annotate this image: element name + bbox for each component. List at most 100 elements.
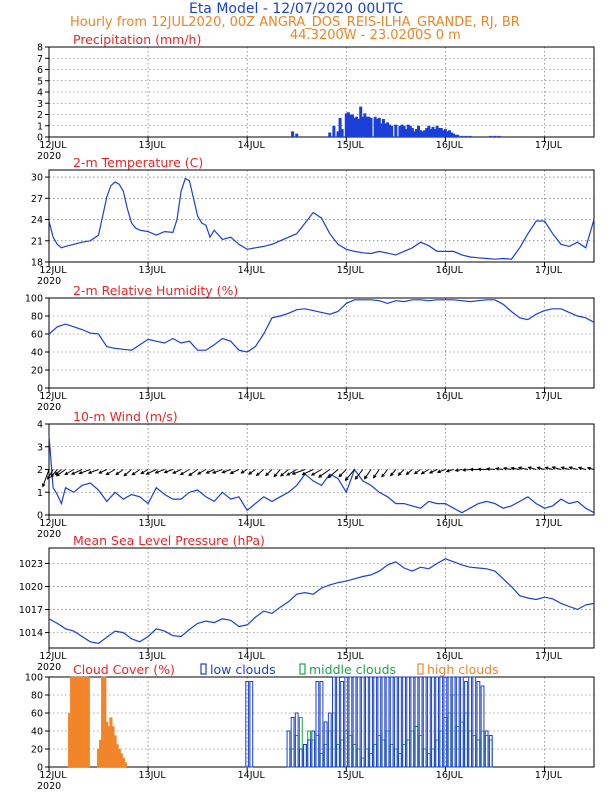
wind-arrow-head <box>310 472 315 476</box>
wind-arrow <box>164 469 174 473</box>
wind-arrow-head <box>240 470 245 474</box>
wind-arrow <box>437 469 446 473</box>
precip-bar <box>353 117 357 137</box>
precip-bar <box>291 131 295 137</box>
x-tick-label: 13JUL <box>139 518 167 529</box>
panel-5: 1014 1017 1020 1023 12JUL 13JUL 14JUL 15JUL 16JU… <box>19 533 595 673</box>
wind-arrow-head <box>279 472 284 477</box>
cloud-bar-low-clouds <box>307 739 312 768</box>
precip-bar <box>359 106 363 137</box>
wind-arrow <box>64 469 75 475</box>
wind-arrow <box>429 469 438 474</box>
y-tick-label: 27 <box>31 194 43 205</box>
precip-bar <box>450 132 454 137</box>
y-tick-label: 24 <box>31 215 43 226</box>
panel-frame <box>48 297 595 389</box>
wind-arrow-head <box>301 471 306 476</box>
precip-bar <box>367 116 371 137</box>
precip-bar <box>410 128 414 137</box>
cloud-bar-low-clouds <box>369 676 373 768</box>
header-location: Hourly from 12JUL2020, 00Z ANGRA_DOS_REI… <box>70 15 520 30</box>
panel-6: 0 20 40 60 80 100 12JUL 13JUL 14JUL 15JUL 16JUL 17J… <box>25 662 595 792</box>
x-year-label: 2020 <box>37 151 61 162</box>
cloud-bar-low-clouds <box>327 712 332 768</box>
temperature-line <box>48 177 595 260</box>
cloud-bar-low-clouds <box>410 676 415 768</box>
wind-arrow <box>345 469 355 481</box>
y-tick-label: 1 <box>37 488 43 499</box>
wind-arrow-head <box>115 471 120 476</box>
wind-arrow <box>265 469 273 476</box>
y-tick-label: 80 <box>31 691 43 702</box>
wind-arrow-head <box>205 470 210 474</box>
wind-arrow-head <box>436 469 441 474</box>
wind-arrow <box>140 469 149 474</box>
cloud-bar-low-clouds <box>249 681 254 768</box>
y-tick-label: 3 <box>37 442 43 453</box>
wind-arrow-head <box>105 471 110 476</box>
cloud-bar-low-clouds <box>315 681 320 768</box>
precip-bar <box>375 119 379 137</box>
x-tick-label: 17JUL <box>535 518 563 529</box>
wind-arrow <box>292 469 306 475</box>
precip-bar <box>437 128 441 137</box>
cloud-bar-low-clouds <box>356 676 361 768</box>
precip-bar <box>336 131 340 137</box>
wind-arrow-head <box>55 472 60 477</box>
legend-label: middle clouds <box>309 662 396 677</box>
x-tick-label: 17JUL <box>535 265 563 276</box>
x-tick-label: 13JUL <box>139 651 167 662</box>
wind-arrow <box>106 469 116 475</box>
wind-arrow <box>42 469 50 487</box>
y-tick-label: 0 <box>37 763 43 774</box>
precip-bar <box>365 116 369 137</box>
y-tick-label: 100 <box>25 294 43 305</box>
header-title: Eta Model - 12/07/2020 00UTC <box>189 1 403 17</box>
precip-bar <box>441 130 445 137</box>
legend-label: high clouds <box>427 662 499 677</box>
x-tick-label: 17JUL <box>535 770 563 781</box>
cloud-bar-low-clouds <box>426 676 431 768</box>
x-tick-label: 14JUL <box>238 770 266 781</box>
wind-arrow-head <box>586 466 591 471</box>
wind-arrow-head <box>255 472 260 477</box>
wind-arrow-head <box>179 471 184 476</box>
wind-arrow <box>578 467 586 470</box>
wind-arrow <box>180 469 190 475</box>
x-tick-label: 17JUL <box>535 140 563 151</box>
cloud-bar-low-clouds <box>402 676 406 768</box>
wind-arrow-head <box>87 470 92 474</box>
wind-arrow <box>495 468 504 470</box>
y-tick-label: 80 <box>31 312 43 323</box>
y-tick-label: 2 <box>37 465 43 476</box>
y-tick-label: 18 <box>31 258 43 269</box>
wind-arrow-head <box>163 469 168 474</box>
header-coordinates: 44.3200W - 23.0200S 0 m <box>290 28 461 43</box>
wind-arrow-head <box>154 470 159 474</box>
wind-arrow <box>511 467 520 470</box>
panel-title: Precipitation (mm/h) <box>73 32 201 47</box>
wind-arrow-head <box>172 470 177 474</box>
wind-arrow <box>230 469 240 474</box>
y-tick-label: 5 <box>37 76 43 87</box>
wind-arrow <box>364 469 372 479</box>
cloud-bar-low-clouds <box>393 676 398 768</box>
wind-arrow <box>188 469 198 476</box>
wind-arrow <box>79 469 91 474</box>
wind-arrow <box>414 469 421 475</box>
wind-arrow-head <box>64 471 69 476</box>
wind-arrow <box>172 469 182 474</box>
cloud-bar-low-clouds <box>365 676 369 768</box>
precip-bar <box>435 125 439 137</box>
wind-arrow <box>248 469 256 475</box>
precip-bar <box>377 117 381 137</box>
wind-arrow-head <box>397 472 402 476</box>
wind-arrow <box>381 469 388 478</box>
precip-bar <box>404 129 408 137</box>
precip-bar <box>493 135 497 137</box>
wind-arrow-head <box>248 471 252 475</box>
x-tick-label: 16JUL <box>436 391 464 402</box>
wind-arrow-head <box>78 470 83 475</box>
wind-arrow-head <box>477 467 482 472</box>
